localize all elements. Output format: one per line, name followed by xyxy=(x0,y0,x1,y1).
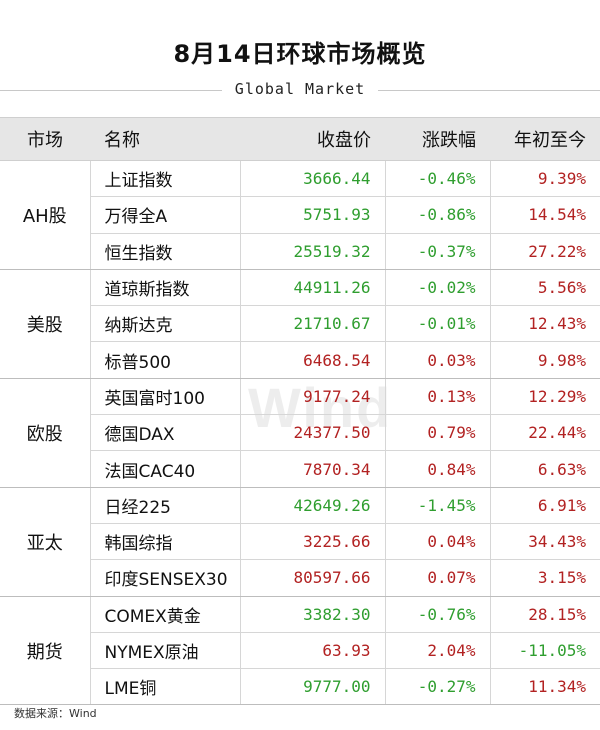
change-percent: 0.04% xyxy=(385,523,491,561)
change-percent: -0.27% xyxy=(385,668,491,706)
ytd-percent: 27.22% xyxy=(490,233,600,270)
change-percent: 0.79% xyxy=(385,414,491,452)
ytd-percent: 9.98% xyxy=(490,341,600,379)
ytd-percent: 6.63% xyxy=(490,450,600,488)
close-price: 9777.00 xyxy=(240,668,386,706)
ytd-percent: 12.43% xyxy=(490,305,600,343)
close-price: 21710.67 xyxy=(240,305,386,343)
close-price: 3666.44 xyxy=(240,160,386,198)
close-price: 25519.32 xyxy=(240,233,386,270)
index-name: 恒生指数 xyxy=(90,233,241,270)
change-percent: -1.45% xyxy=(385,487,491,524)
change-percent: 0.03% xyxy=(385,341,491,379)
table-row: 韩国综指 3225.66 0.04% 34.43% xyxy=(0,523,600,561)
index-name: 英国富时100 xyxy=(90,378,241,416)
subtitle: Global Market xyxy=(234,80,366,98)
change-percent: 0.13% xyxy=(385,378,491,416)
change-percent: -0.46% xyxy=(385,160,491,198)
index-name: 上证指数 xyxy=(90,160,241,198)
table-row: NYMEX原油 63.93 2.04% -11.05% xyxy=(0,632,600,670)
table-row: 纳斯达克 21710.67 -0.01% 12.43% xyxy=(0,305,600,343)
close-price: 44911.26 xyxy=(240,269,386,307)
table-row: 标普500 6468.54 0.03% 9.98% xyxy=(0,341,600,379)
index-name: 纳斯达克 xyxy=(90,305,241,343)
index-name: 德国DAX xyxy=(90,414,241,452)
page-title: 8月14日环球市场概览 xyxy=(173,40,427,68)
market-group-label: 期货 xyxy=(0,596,91,706)
ytd-percent: 6.91% xyxy=(490,487,600,524)
change-percent: -0.86% xyxy=(385,196,491,234)
ytd-percent: -11.05% xyxy=(490,632,600,670)
subtitle-row: Global Market xyxy=(0,80,600,100)
table-row: 期货 COMEX黄金 3382.30 -0.76% 28.15% xyxy=(0,596,600,706)
index-name: 韩国综指 xyxy=(90,523,241,561)
index-name: COMEX黄金 xyxy=(90,596,241,633)
change-percent: 0.07% xyxy=(385,559,491,597)
ytd-percent: 34.43% xyxy=(490,523,600,561)
close-price: 7870.34 xyxy=(240,450,386,488)
subtitle-divider-left xyxy=(0,90,222,91)
index-name: 日经225 xyxy=(90,487,241,524)
close-price: 6468.54 xyxy=(240,341,386,379)
ytd-percent: 5.56% xyxy=(490,269,600,307)
close-price: 5751.93 xyxy=(240,196,386,234)
ytd-percent: 22.44% xyxy=(490,414,600,452)
close-price: 63.93 xyxy=(240,632,386,670)
close-price: 9177.24 xyxy=(240,378,386,416)
change-percent: 2.04% xyxy=(385,632,491,670)
ytd-percent: 14.54% xyxy=(490,196,600,234)
index-name: 法国CAC40 xyxy=(90,450,241,488)
index-name: NYMEX原油 xyxy=(90,632,241,670)
table-row: AH股 上证指数 3666.44 -0.46% 9.39% xyxy=(0,160,600,270)
market-group-label: 欧股 xyxy=(0,378,91,488)
table-row: 印度SENSEX30 80597.66 0.07% 3.15% xyxy=(0,559,600,597)
ytd-percent: 12.29% xyxy=(490,378,600,416)
table-row: 法国CAC40 7870.34 0.84% 6.63% xyxy=(0,450,600,488)
index-name: 标普500 xyxy=(90,341,241,379)
header-market: 市场 xyxy=(0,117,90,161)
close-price: 3382.30 xyxy=(240,596,386,633)
index-name: 道琼斯指数 xyxy=(90,269,241,307)
ytd-percent: 28.15% xyxy=(490,596,600,633)
market-group-label: 亚太 xyxy=(0,487,91,597)
table-header-row: 市场 名称 收盘价 涨跌幅 年初至今 xyxy=(0,117,600,161)
table-row: 万得全A 5751.93 -0.86% 14.54% xyxy=(0,196,600,234)
table-row: 恒生指数 25519.32 -0.37% 27.22% xyxy=(0,233,600,270)
table-row: 欧股 英国富时100 9177.24 0.13% 12.29% xyxy=(0,378,600,488)
market-group-label: AH股 xyxy=(0,160,91,270)
table-row: 德国DAX 24377.50 0.79% 22.44% xyxy=(0,414,600,452)
change-percent: -0.37% xyxy=(385,233,491,270)
change-percent: -0.01% xyxy=(385,305,491,343)
table-row: 美股 道琼斯指数 44911.26 -0.02% 5.56% xyxy=(0,269,600,379)
index-name: 印度SENSEX30 xyxy=(90,559,241,597)
table-row: 亚太 日经225 42649.26 -1.45% 6.91% xyxy=(0,487,600,597)
market-table: 市场 名称 收盘价 涨跌幅 年初至今 AH股 上证指数 3666.44 -0.46% 9… xyxy=(0,117,600,706)
header-name: 名称 xyxy=(90,117,240,161)
ytd-percent: 11.34% xyxy=(490,668,600,706)
change-percent: 0.84% xyxy=(385,450,491,488)
header-ytd: 年初至今 xyxy=(490,117,600,161)
data-source: 数据来源：Wind xyxy=(14,707,97,720)
table-row: LME铜 9777.00 -0.27% 11.34% xyxy=(0,668,600,706)
header-close: 收盘价 xyxy=(240,117,385,161)
close-price: 42649.26 xyxy=(240,487,386,524)
ytd-percent: 3.15% xyxy=(490,559,600,597)
header-change: 涨跌幅 xyxy=(385,117,490,161)
index-name: LME铜 xyxy=(90,668,241,706)
subtitle-divider-right xyxy=(378,90,600,91)
market-group-label: 美股 xyxy=(0,269,91,379)
close-price: 80597.66 xyxy=(240,559,386,597)
close-price: 24377.50 xyxy=(240,414,386,452)
change-percent: -0.02% xyxy=(385,269,491,307)
ytd-percent: 9.39% xyxy=(490,160,600,198)
index-name: 万得全A xyxy=(90,196,241,234)
change-percent: -0.76% xyxy=(385,596,491,633)
close-price: 3225.66 xyxy=(240,523,386,561)
